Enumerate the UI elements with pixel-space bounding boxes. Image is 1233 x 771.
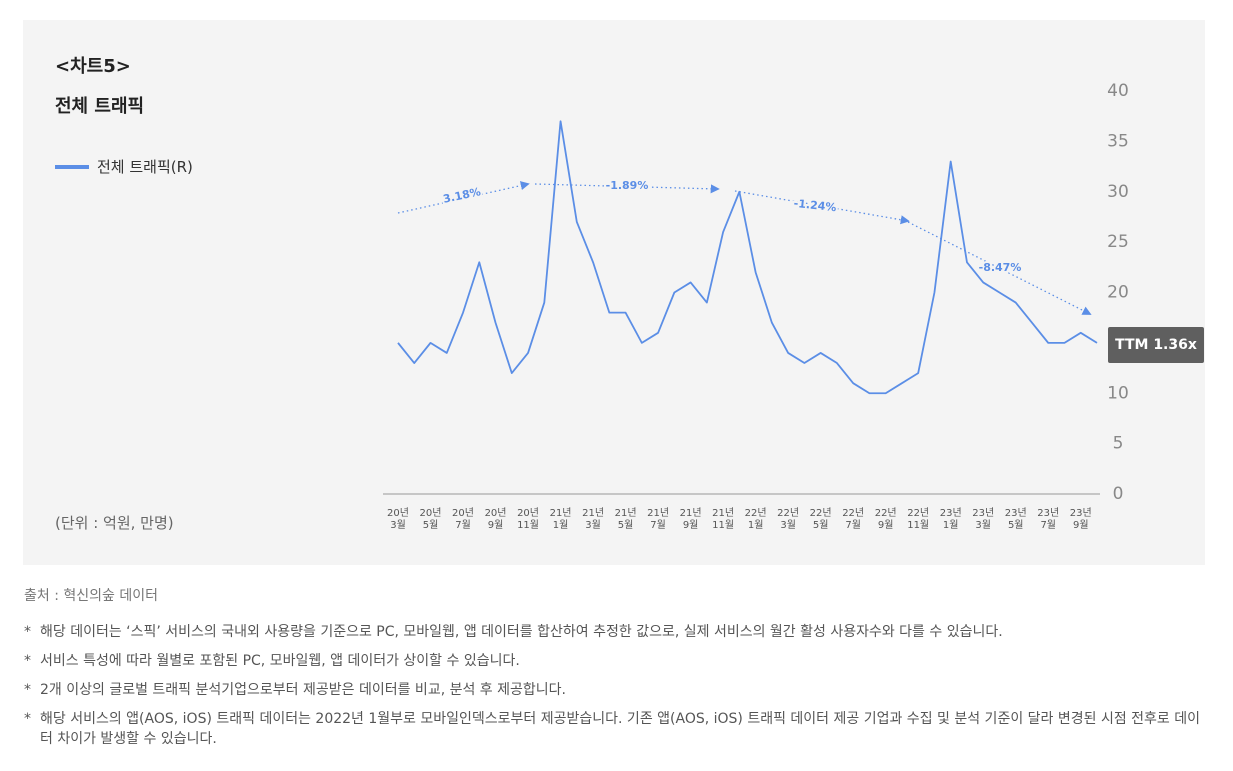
x-tick-label: 22년 3월	[777, 508, 800, 531]
source: 출처 : 혁신의숲 데이터	[24, 588, 158, 604]
y-tick-label: 20	[1107, 283, 1129, 303]
note-marker: *	[24, 711, 31, 727]
x-tick-label: 20년 7월	[452, 508, 474, 531]
unit-note: (단위 : 억원, 만명)	[55, 514, 174, 532]
trend-label: -1.89%	[606, 179, 649, 192]
x-tick-label: 20년 9월	[484, 508, 507, 531]
ttm-badge: TTM 1.36x	[1108, 327, 1204, 363]
x-tick-label: 20년 11월	[517, 508, 539, 531]
x-tick-label: 23년 7월	[1037, 508, 1060, 531]
y-tick-label: 10	[1107, 383, 1129, 403]
x-tick-label: 23년 5월	[1004, 508, 1027, 531]
legend: 전체 트래픽(R)	[55, 156, 193, 177]
chart: 05101520253035403.18%-1.89%-1.24%-8.47%	[383, 81, 1129, 504]
x-tick-label: 21년 7월	[647, 508, 670, 531]
x-tick-label: 21년 1월	[549, 508, 572, 531]
x-tick-label: 23년 3월	[972, 508, 995, 531]
x-tick-label: 20년 3월	[387, 508, 409, 531]
x-tick-label: 22년 5월	[809, 508, 832, 531]
note-marker: *	[24, 653, 31, 669]
trend-label: 3.18%	[442, 185, 482, 206]
x-tick-label: 23년 9월	[1069, 508, 1092, 531]
y-tick-label: 40	[1107, 81, 1129, 101]
note: * 해당 서비스의 앱(AOS, iOS) 트래픽 데이터는 2022년 1월부로…	[24, 709, 1204, 749]
legend-label: 전체 트래픽(R)	[97, 158, 193, 176]
note-marker: *	[24, 682, 31, 698]
chart-title: 전체 트래픽	[55, 96, 145, 117]
legend-swatch	[55, 164, 89, 169]
chart-panel	[23, 20, 1205, 565]
y-tick-label: 0	[1113, 484, 1124, 504]
note: * 2개 이상의 글로벌 트래픽 분석기업으로부터 제공받은 데이터를 비교, 분…	[24, 680, 1204, 700]
x-tick-label: 21년 3월	[582, 508, 605, 531]
x-tick-label: 21년 11월	[712, 508, 735, 531]
data-line	[397, 120, 1098, 395]
x-tick-label: 22년 9월	[874, 508, 897, 531]
x-tick-label: 20년 5월	[419, 508, 442, 531]
note-text: 해당 데이터는 ‘스픽’ 서비스의 국내외 사용량을 기준으로 PC, 모바일웹…	[40, 624, 1003, 640]
note: * 서비스 특성에 따라 월별로 포함된 PC, 모바일웹, 앱 데이터가 상이할…	[24, 651, 1204, 671]
y-tick-label: 5	[1113, 434, 1124, 454]
y-tick-label: 35	[1107, 131, 1129, 151]
x-tick-label: 22년 7월	[842, 508, 865, 531]
y-tick-label: 30	[1107, 182, 1129, 202]
x-tick-label: 22년 1월	[744, 508, 767, 531]
trend-label: -8.47%	[979, 261, 1022, 274]
note-text: 2개 이상의 글로벌 트래픽 분석기업으로부터 제공받은 데이터를 비교, 분석…	[40, 682, 566, 698]
x-tick-label: 21년 9월	[679, 508, 702, 531]
x-tick-label: 21년 5월	[614, 508, 637, 531]
chart-label: <차트5>	[55, 56, 131, 77]
notes: * 해당 데이터는 ‘스픽’ 서비스의 국내외 사용량을 기준으로 PC, 모바일…	[24, 622, 1204, 758]
y-tick-label: 25	[1107, 232, 1129, 252]
x-tick-label: 23년 1월	[939, 508, 962, 531]
note: * 해당 데이터는 ‘스픽’ 서비스의 국내외 사용량을 기준으로 PC, 모바일…	[24, 622, 1204, 642]
note-marker: *	[24, 624, 31, 640]
note-text: 해당 서비스의 앱(AOS, iOS) 트래픽 데이터는 2022년 1월부로 …	[40, 711, 1201, 747]
x-tick-label: 22년 11월	[907, 508, 930, 531]
note-text: 서비스 특성에 따라 월별로 포함된 PC, 모바일웹, 앱 데이터가 상이할 …	[40, 653, 520, 669]
trend-label: -1.24%	[793, 197, 837, 214]
